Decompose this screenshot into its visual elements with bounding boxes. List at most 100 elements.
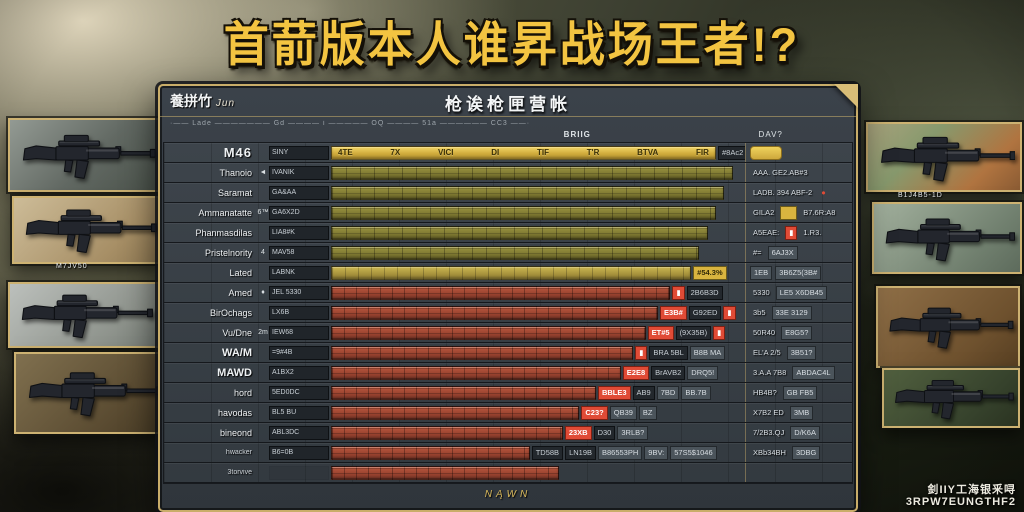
bar-inner-text: TIF	[537, 148, 550, 157]
weapon-name-label: Pristelnority	[204, 247, 252, 258]
badge: B8B MA	[689, 345, 726, 360]
scoped-rifle-icon	[888, 374, 1014, 422]
weapon-name-label: Vu/Dne	[222, 327, 252, 338]
badge: B86553PH	[598, 445, 643, 460]
table-row: BirOchags LX6B E3B# G92ED ▮ 3b5 33E 3129	[164, 303, 852, 323]
badge: G92ED	[688, 305, 722, 320]
weapon-thumbnail	[12, 196, 164, 264]
value-cell: A5EAE:	[753, 227, 780, 237]
table-row: MAWD A1BX2 E2E8 BrAVB2 DRQ5! 3.A.A 7B8 ABDA…	[164, 363, 852, 383]
weapon-thumbnail-label: M7JV50	[56, 263, 88, 270]
bar-inner-text: BTVA	[637, 148, 659, 157]
row-right-values: XBb34BH 3DBG	[745, 443, 852, 462]
stat-bar	[331, 405, 580, 420]
bar-area: TD58B LN19B B86553PH 9BV: 57S5$1046	[329, 443, 745, 462]
value-cell: EL'A 2/5	[753, 347, 781, 357]
row-right-values: EL'A 2/5 3B51?	[745, 343, 852, 362]
row-right-values: A5EAE: ▮ 1.R3.	[745, 223, 852, 242]
bar-area	[329, 183, 745, 202]
corner-script-text: Jun	[215, 98, 236, 109]
badge: ET#5	[647, 325, 674, 340]
bar-area: 4TE 7X VICI DI TIF T'R BTVA FIR #8Ac2▮E13	[329, 143, 745, 162]
stat-bar	[331, 165, 733, 180]
bar-area	[329, 243, 745, 262]
stat-bar	[331, 265, 692, 280]
table-row: Lated LABNK #54.3% 1EB 3B6Z5(3B#	[164, 263, 852, 283]
bar-end-badges: #8Ac2▮E13	[718, 145, 745, 160]
panel-corner-label: 養拼竹 Jun	[170, 91, 235, 111]
badge: C23?	[581, 405, 608, 420]
value-cell: AAA. GE2.AB#3	[753, 167, 808, 177]
table-row: Vu/Dne 2m IEW68 ET#5 (9X35B) ▮ 50R40 E8G5?	[164, 323, 852, 343]
weapon-name-label: Phanmasdilas	[195, 227, 252, 238]
bar-area: ▮ BRA 5BL B8B MA	[329, 343, 745, 362]
value-cell: 1EB	[750, 265, 773, 280]
row-id-chip: GA6X2D	[269, 205, 329, 220]
value-cell: 3B51?	[786, 345, 817, 360]
badge: 2B6B3D	[686, 285, 723, 300]
row-id-chip: GA&AA	[269, 185, 329, 200]
value-cell: D/K6A	[790, 425, 820, 440]
weapon-name-label: MAWD	[217, 366, 252, 379]
rifle-icon	[873, 129, 1016, 186]
column-note: DAV?	[758, 130, 783, 139]
row-right-values: GILA2 B7.6R:A8	[745, 203, 852, 222]
row-right-values: 50R40 E8G5?	[745, 323, 852, 342]
column-notes: BRIIG DAV?	[160, 130, 856, 142]
badge: (9X35B)	[675, 325, 712, 340]
bar-end-badges: TD58B LN19B B86553PH 9BV: 57S5$1046	[531, 445, 717, 460]
stat-bar	[331, 365, 621, 380]
value-cell: LE5 X6DB45	[775, 285, 828, 300]
badge: 23XB	[564, 425, 592, 440]
bar-inner-text: FIR	[696, 148, 709, 157]
value-cell: #=	[753, 247, 762, 257]
row-id-chip: 5ED0DC	[269, 385, 329, 400]
weapon-name-label: havodas	[217, 407, 252, 418]
bar-inner-text: T'R	[586, 148, 600, 157]
table-row: Phanmasdilas LIA8#K A5EAE: ▮ 1.R3.	[164, 223, 852, 243]
bar-inner-text: 4TE	[338, 148, 353, 157]
bar-area	[329, 223, 745, 242]
table-row: 3torvive	[164, 463, 852, 483]
bar-area	[329, 163, 745, 182]
table-row: bineond ABL3DC 23XB D30 3RLB? 7/2B3.QJ D/K6…	[164, 423, 852, 443]
badge: LN19B	[565, 445, 596, 460]
table-row: Pristelnority 4 MAV58 #= 6AJ3X	[164, 243, 852, 263]
row-id-chip: =9#4B	[269, 345, 329, 360]
bar-end-badges: 23XB D30 3RLB?	[564, 425, 649, 440]
row-id-chip: SINY	[269, 145, 329, 160]
badge: AB9	[632, 385, 655, 400]
panel-title: 枪诶枪匣营帐	[445, 95, 571, 114]
stat-bar	[331, 325, 646, 340]
stat-bar	[331, 185, 725, 200]
value-cell: 3B6Z5(3B#	[775, 265, 822, 280]
bar-end-badges: E2E8 BrAVB2 DRQ5!	[622, 365, 719, 380]
row-right-values: 3b5 33E 3129	[745, 303, 852, 322]
bar-area: E3B# G92ED ▮	[329, 303, 745, 322]
badge: BBLE3	[597, 385, 631, 400]
rifle-icon	[18, 202, 157, 257]
badge: DRQ5!	[687, 365, 719, 380]
value-cell: GILA2	[753, 207, 775, 217]
table-row: hord 5ED0DC BBLE3 AB9 7BD BB.7B HB4B? GB FB5	[164, 383, 852, 403]
row-right-values: LADB. 394 ABF-2 ●	[745, 183, 852, 202]
stat-bar: 4TE 7X VICI DI TIF T'R BTVA FIR	[331, 145, 717, 160]
badge: E2E8	[622, 365, 650, 380]
row-tick: 2m	[258, 329, 268, 336]
row-right-values: 7/2B3.QJ D/K6A	[745, 423, 852, 442]
row-right-values: 1EB 3B6Z5(3B#	[745, 263, 852, 282]
value-cell: B7.6R:A8	[803, 207, 836, 217]
weapon-name-label: Amed	[228, 287, 252, 298]
badge: ▮	[723, 305, 736, 320]
bar-inner-text: 7X	[390, 148, 401, 157]
badge: 3RLB?	[617, 425, 649, 440]
page-title: 首葥版本人谁昇战场王者!?	[223, 17, 801, 72]
value-cell	[750, 145, 782, 160]
value-cell: ●	[821, 187, 826, 197]
stat-bar	[331, 465, 559, 480]
row-right-values: AAA. GE2.AB#3	[745, 163, 852, 182]
stat-bar	[331, 445, 530, 460]
row-id-chip: IVANIK	[269, 165, 329, 180]
bar-area: C23? QB39 BZ	[329, 403, 745, 422]
